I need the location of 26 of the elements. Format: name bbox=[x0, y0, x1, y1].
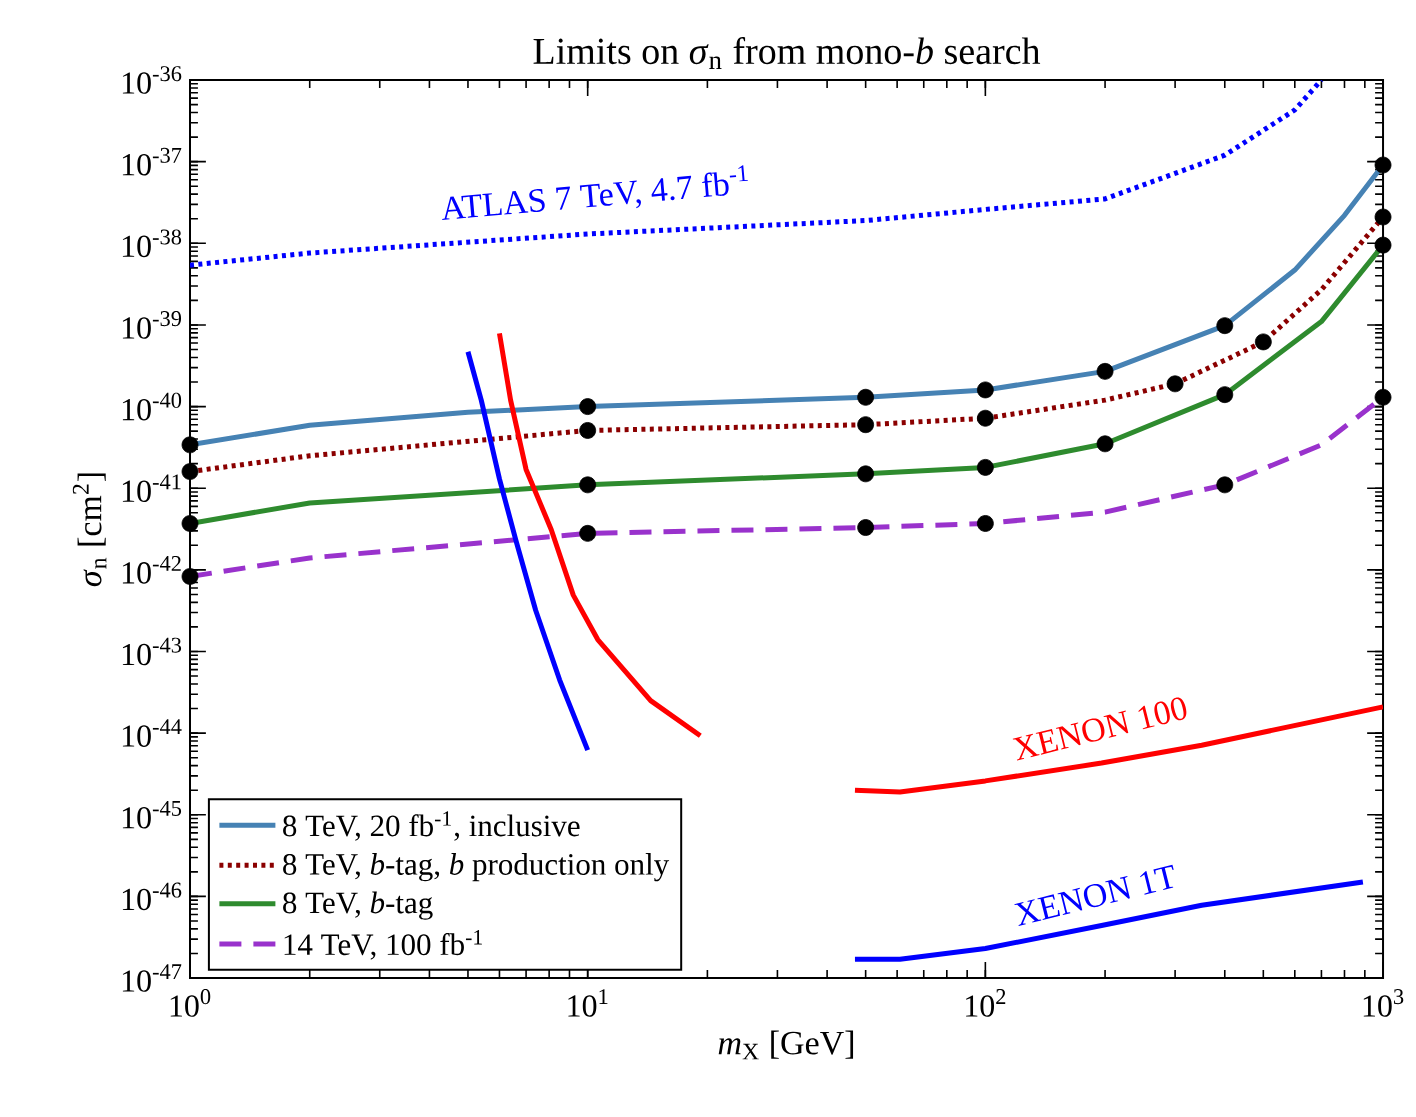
y-tick-label: 10$^{-45}$ bbox=[122, 800, 182, 829]
legend-label: 8 TeV, b-tag, b production only bbox=[283, 853, 670, 882]
y-tick-label: 10$^{-47}$ bbox=[122, 964, 182, 992]
y-tick-label: 10$^{-39}$ bbox=[122, 311, 182, 339]
x-tick-label: 10$^{1}$ bbox=[568, 989, 608, 1017]
legend-label: 8 TeV, 20 fb$^{-1}$, inclusive bbox=[283, 811, 580, 841]
x-tick-label: 10$^{0}$ bbox=[170, 989, 211, 1017]
y-tick-label: 10$^{-43}$ bbox=[122, 637, 182, 666]
y-tick-label: 10$^{-36}$ bbox=[122, 66, 182, 94]
chart-title: Limits on σ$_{n}$ from mono-b search bbox=[533, 37, 1041, 69]
x-axis-title: m$_{X}$ [GeV] bbox=[718, 1030, 854, 1060]
text: XENON 1T bbox=[1014, 864, 1174, 926]
legend-label: 14 TeV, 100 fb$^{-1}$ bbox=[284, 930, 482, 960]
y-tick-label: 10$^{-37}$ bbox=[122, 147, 182, 176]
y-tick-label: 10$^{-40}$ bbox=[122, 392, 182, 421]
series-label: ATLAS 7 TeV, 4.7 fb$^{-1}$ bbox=[442, 165, 748, 220]
y-tick-label: 10$^{-44}$ bbox=[122, 719, 182, 747]
text: XENON 100 bbox=[1012, 697, 1187, 761]
legend-label: 8 TeV, b-tag bbox=[283, 891, 433, 920]
y-axis-title: σ$_{n}$ [cm$^{2}$] bbox=[72, 473, 107, 587]
y-tick-label: 10$^{-38}$ bbox=[122, 229, 182, 258]
x-tick-label: 10$^{2}$ bbox=[966, 989, 1006, 1017]
y-tick-label: 10$^{-42}$ bbox=[122, 556, 181, 584]
x-tick-label: 10$^{3}$ bbox=[1363, 989, 1404, 1017]
y-tick-label: 10$^{-46}$ bbox=[122, 882, 182, 911]
y-tick-label: 10$^{-41}$ bbox=[122, 474, 181, 503]
